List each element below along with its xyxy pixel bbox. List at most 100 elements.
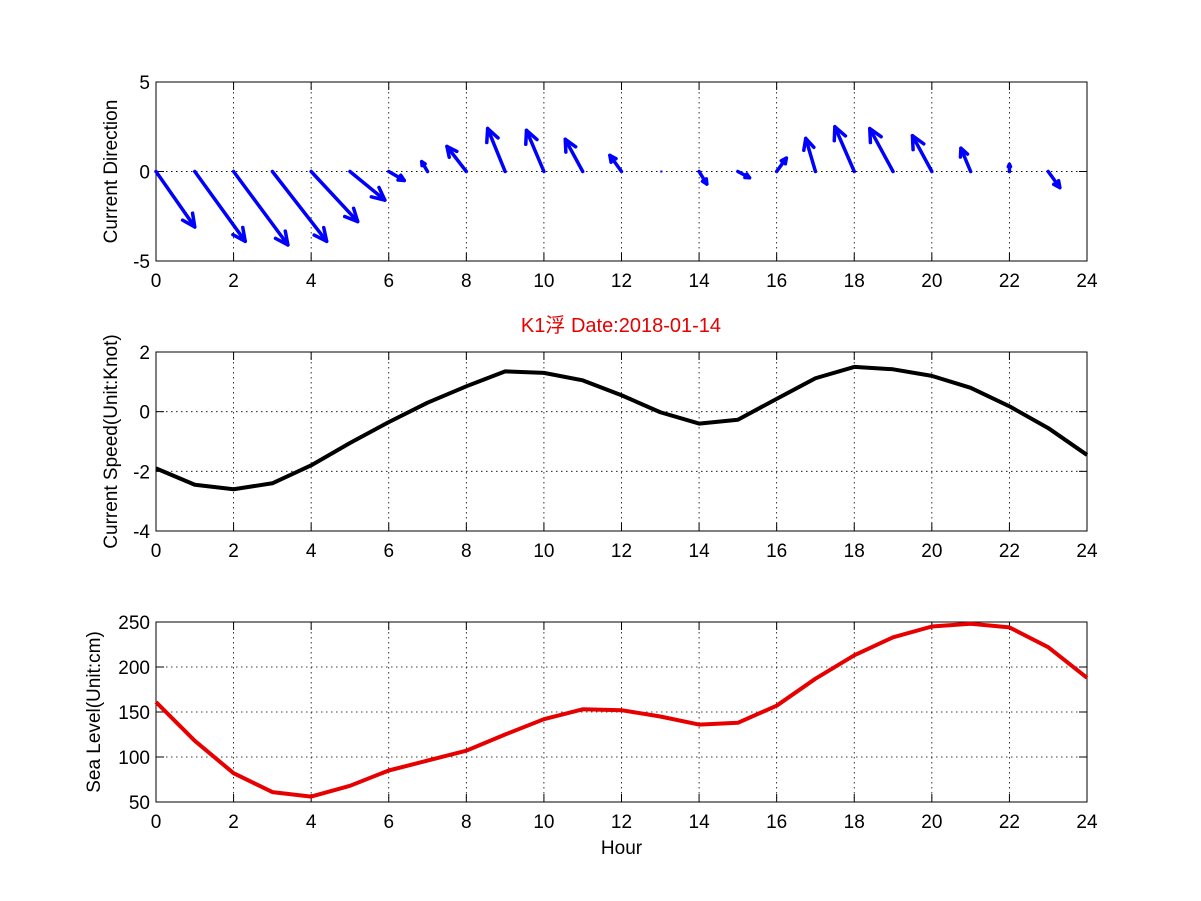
x-tick-label: 20 (921, 271, 942, 292)
arrow-head (743, 172, 752, 180)
x-tick-label: 4 (306, 271, 317, 292)
x-tick-label: 6 (383, 812, 394, 833)
arrow-shaft (193, 169, 247, 244)
arrow-head (608, 153, 618, 164)
arrow-head (231, 225, 247, 244)
current-arrow (231, 169, 290, 247)
current-arrow (910, 133, 934, 174)
arrow-head (396, 173, 407, 183)
current-arrow (1046, 169, 1062, 190)
current-arrow (419, 159, 430, 174)
x-tick-label: 20 (921, 812, 942, 833)
arrow-head (342, 206, 360, 224)
arrow-head (485, 126, 500, 145)
y-tick-label: -2 (133, 462, 150, 483)
x-tick-label: 0 (151, 812, 162, 833)
current-direction-ylabel: Current Direction (101, 100, 122, 244)
arrow-head (312, 225, 329, 244)
arrow-shaft (270, 169, 329, 244)
current-arrow (193, 169, 247, 244)
arrow-head (868, 126, 883, 145)
y-tick-label: 5 (139, 73, 150, 94)
arrow-shaft (445, 144, 469, 174)
x-tick-label: 18 (844, 271, 865, 292)
current-arrow (868, 126, 895, 174)
x-tick-label: 20 (921, 541, 942, 562)
x-tick-label: 12 (611, 541, 632, 562)
x-tick-label: 16 (766, 271, 787, 292)
current-speed-ylabel: Current Speed(Unit:Knot) (101, 334, 122, 548)
y-tick-label: 200 (118, 658, 150, 679)
arrow-head (1051, 179, 1062, 190)
x-tick-label: 16 (766, 812, 787, 833)
arrow-head (1006, 162, 1013, 169)
arrow-shaft (868, 126, 895, 174)
x-tick-label: 14 (689, 541, 711, 562)
arrow-shaft (959, 146, 973, 174)
y-tick-label: 50 (129, 793, 150, 814)
x-tick-label: 4 (306, 541, 317, 562)
x-tick-label: 8 (461, 271, 472, 292)
y-tick-label: 250 (118, 613, 150, 634)
x-tick-label: 2 (228, 812, 239, 833)
sea-level-series-line (154, 621, 1089, 799)
current-arrow (387, 169, 407, 183)
x-tick-label: 18 (844, 541, 865, 562)
x-tick-label: 24 (1076, 541, 1098, 562)
current-direction-vectors (154, 125, 1087, 247)
x-tick-label: 16 (766, 541, 787, 562)
x-tick-label: 0 (151, 541, 162, 562)
current-arrow (736, 169, 752, 180)
current-arrow (958, 146, 973, 174)
current-arrow (563, 137, 585, 174)
current-arrow (1006, 162, 1013, 174)
arrow-head (700, 177, 709, 186)
x-tick-label: 18 (844, 812, 865, 833)
arrow-head (563, 137, 578, 154)
arrow-head (273, 229, 290, 247)
arrow-shaft (485, 126, 507, 174)
current-arrow (697, 169, 709, 186)
arrow-shaft (910, 133, 934, 174)
x-tick-label: 12 (611, 812, 632, 833)
x-tick-label: 8 (461, 541, 472, 562)
x-tick-label: 10 (533, 812, 554, 833)
chart-title: K1浮 Date:2018-01-14 (521, 314, 721, 337)
x-tick-label: 6 (383, 541, 394, 562)
y-tick-label: 0 (139, 403, 150, 424)
arrow-head (779, 156, 789, 166)
x-tick-label: 22 (999, 271, 1020, 292)
arrow-shaft (833, 125, 856, 174)
y-tick-label: -4 (133, 522, 150, 543)
sea-level-ylabel: Sea Level(Unit:cm) (84, 631, 105, 793)
arrow-head (910, 133, 926, 152)
y-tick-label: 100 (118, 748, 150, 769)
arrow-shaft (231, 169, 290, 247)
x-tick-label: 8 (461, 812, 472, 833)
x-tick-label: 14 (689, 812, 711, 833)
arrow-head (832, 125, 848, 143)
x-tick-label: 24 (1076, 271, 1098, 292)
current-arrow (445, 144, 469, 174)
arrow-head (369, 185, 387, 202)
arrow-shaft (154, 169, 197, 229)
y-tick-label: -5 (133, 252, 150, 273)
x-tick-label: 2 (228, 541, 239, 562)
x-tick-label: 10 (533, 541, 554, 562)
sea-level-xlabel: Hour (601, 838, 643, 859)
arrow-shaft (348, 169, 387, 202)
arrow-head (958, 146, 970, 159)
arrow-shaft (524, 128, 546, 174)
current-speed-series-line (155, 364, 1089, 492)
y-tick-label: 0 (139, 163, 150, 184)
x-tick-label: 10 (533, 271, 554, 292)
x-tick-label: 12 (611, 271, 632, 292)
arrow-head (180, 211, 197, 229)
current-arrow (524, 128, 546, 174)
current-arrow (348, 169, 387, 202)
